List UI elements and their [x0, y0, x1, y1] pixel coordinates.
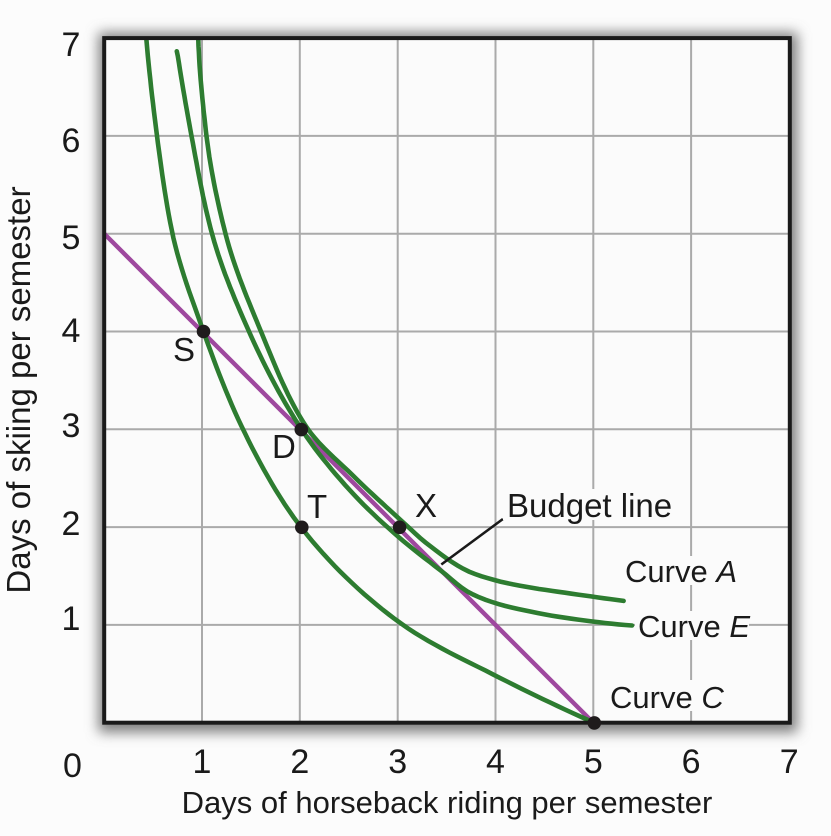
svg-text:5: 5 — [62, 219, 81, 257]
svg-text:6: 6 — [682, 743, 701, 781]
svg-text:1: 1 — [193, 743, 212, 781]
svg-text:3: 3 — [62, 407, 81, 445]
svg-text:Curve C: Curve C — [610, 680, 724, 715]
svg-text:7: 7 — [62, 26, 81, 64]
svg-text:7: 7 — [780, 743, 799, 781]
svg-text:X: X — [415, 487, 437, 524]
svg-text:1: 1 — [62, 600, 81, 638]
svg-text:3: 3 — [388, 743, 407, 781]
svg-text:0: 0 — [63, 747, 82, 785]
svg-text:D: D — [272, 428, 296, 465]
svg-text:5: 5 — [584, 743, 603, 781]
svg-text:2: 2 — [290, 743, 309, 781]
svg-text:Curve A: Curve A — [625, 554, 737, 589]
svg-text:Curve E: Curve E — [638, 609, 750, 644]
svg-text:Days of horseback riding per s: Days of horseback riding per semester — [182, 785, 713, 820]
svg-text:4: 4 — [486, 743, 505, 781]
svg-text:Days of skiing per semester: Days of skiing per semester — [0, 186, 37, 593]
svg-text:Budget line: Budget line — [507, 487, 672, 524]
svg-text:S: S — [173, 331, 195, 368]
svg-text:T: T — [307, 488, 327, 525]
svg-text:6: 6 — [62, 122, 81, 160]
svg-text:4: 4 — [62, 312, 81, 350]
svg-text:2: 2 — [62, 505, 81, 543]
